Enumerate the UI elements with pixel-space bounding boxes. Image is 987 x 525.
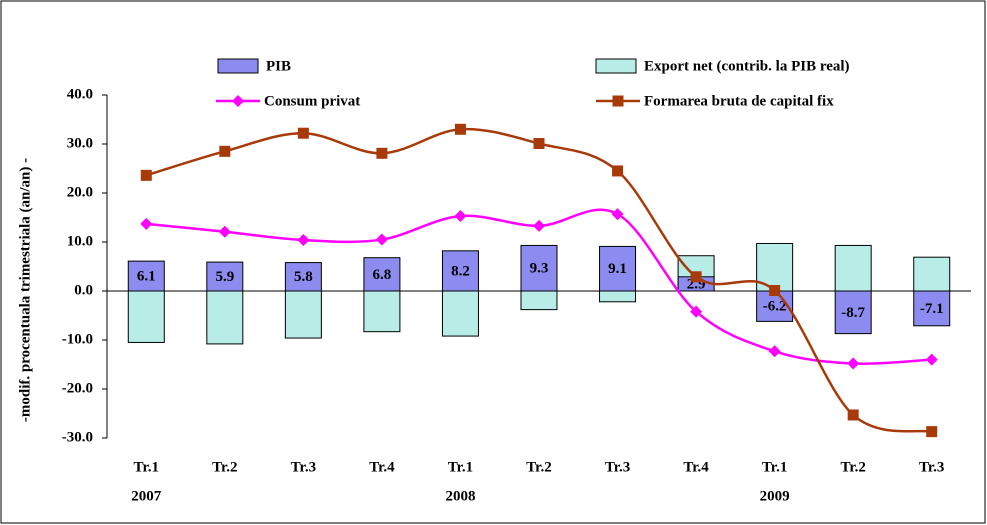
legend-marker [612, 95, 624, 107]
y-tick-label: 0.0 [74, 282, 93, 298]
line-marker [690, 271, 702, 283]
line-marker [768, 345, 781, 358]
x-group-label: 2009 [760, 488, 790, 504]
bar [284, 290, 322, 339]
y-tick-label: -10.0 [62, 331, 93, 347]
line-marker [847, 357, 860, 370]
y-axis-label: -modif. procentuala trimestriala (an/an)… [17, 158, 33, 422]
line-marker [297, 127, 309, 139]
x-tick-label: Tr.3 [919, 459, 944, 475]
y-tick-label: -30.0 [62, 429, 93, 445]
legend-swatch [595, 58, 637, 74]
line-marker [375, 233, 388, 246]
data-label: 6.1 [137, 268, 156, 284]
line-marker [690, 305, 703, 318]
data-label: -8.7 [841, 305, 865, 321]
x-tick-label: Tr.4 [369, 459, 395, 475]
line-marker [926, 426, 938, 438]
bar [206, 290, 244, 345]
data-label: 5.8 [294, 269, 313, 285]
bar [127, 290, 165, 343]
x-tick-label: Tr.1 [762, 459, 787, 475]
y-tick-label: 20.0 [67, 184, 93, 200]
line-marker [140, 169, 152, 181]
line [145, 127, 932, 433]
x-tick-label: Tr.2 [840, 459, 865, 475]
y-tick-label: 30.0 [67, 135, 93, 151]
line-marker [847, 409, 859, 421]
bar [913, 256, 951, 292]
data-label: -6.2 [763, 299, 787, 315]
line-marker [611, 208, 624, 221]
x-group-label: 2008 [445, 488, 475, 504]
legend-label: Formarea bruta de capital fix [644, 93, 834, 109]
bar [520, 244, 558, 292]
data-label: -7.1 [920, 301, 944, 317]
data-label: 6.8 [373, 267, 392, 283]
data-label: 5.9 [215, 269, 234, 285]
line-marker [140, 217, 153, 230]
line-marker [533, 138, 545, 150]
data-label: 8.2 [451, 263, 470, 279]
line-marker [297, 234, 310, 247]
x-tick-label: Tr.3 [291, 459, 316, 475]
x-tick-label: Tr.1 [448, 459, 473, 475]
bar [363, 290, 401, 333]
line-marker [612, 165, 624, 177]
x-tick-label: Tr.2 [526, 459, 551, 475]
line-marker [769, 285, 781, 297]
bar [363, 257, 401, 292]
y-tick-label: 40.0 [67, 86, 93, 102]
line-marker [219, 145, 231, 157]
legend-marker [232, 95, 244, 107]
bar [834, 290, 872, 335]
data-label: 9.1 [608, 261, 627, 277]
bar [599, 290, 637, 303]
bar [441, 290, 479, 337]
bar [834, 244, 872, 292]
x-tick-label: Tr.4 [683, 459, 709, 475]
line-marker [454, 210, 467, 223]
legend-label: PIB [266, 58, 291, 74]
legend-label: Consum privat [264, 93, 360, 109]
legend-swatch [217, 58, 259, 74]
bar [441, 250, 479, 292]
data-label: 9.3 [530, 261, 549, 277]
x-tick-label: Tr.1 [134, 459, 159, 475]
line-marker [218, 225, 231, 238]
x-group-label: 2007 [131, 488, 162, 504]
line-marker [533, 219, 545, 232]
legend-label: Export net (contrib. la PIB real) [644, 58, 850, 74]
x-tick-label: Tr.3 [605, 459, 630, 475]
line-marker [454, 123, 466, 135]
x-tick-label: Tr.2 [212, 459, 237, 475]
bar [520, 290, 558, 311]
line-marker [376, 147, 388, 159]
y-tick-label: 10.0 [67, 233, 93, 249]
y-tick-label: -20.0 [62, 380, 93, 396]
line-marker [925, 353, 938, 366]
